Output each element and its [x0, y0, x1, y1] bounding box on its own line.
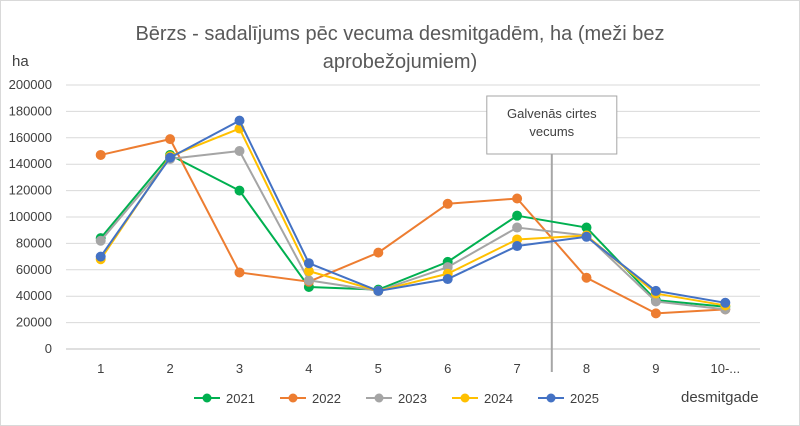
data-point-2022: [442, 198, 453, 209]
annotation-text: vecums: [529, 124, 574, 139]
x-tick-label: 10-...: [710, 361, 740, 376]
data-point-2025: [95, 251, 106, 262]
axes: 0 20000 40000 60000 80000 100000 120000 140000 1…: [9, 77, 760, 376]
data-point-2025: [234, 115, 245, 126]
x-tick-label: 8: [583, 361, 590, 376]
y-tick-label: 160000: [9, 130, 52, 145]
y-tick-label: 20000: [16, 315, 52, 330]
data-point-2025: [373, 285, 384, 296]
series-line-2023: [99, 150, 726, 311]
chart-title-line-2: aprobežojumiem): [323, 51, 478, 73]
x-tick-label: 2: [166, 361, 173, 376]
legend-label-2025: 2025: [570, 391, 599, 406]
legend-marker-2025: [546, 393, 556, 403]
data-point-2022: [165, 134, 176, 145]
y-tick-label: 200000: [9, 77, 52, 92]
y-tick-label: 100000: [9, 209, 52, 224]
legend-marker-2024: [460, 393, 470, 403]
y-axis-unit-label: ha: [12, 53, 29, 70]
y-tick-label: 180000: [9, 103, 52, 118]
gridlines: [66, 84, 760, 324]
y-tick-label: 60000: [16, 262, 52, 277]
data-point-2025: [303, 258, 314, 269]
annotation-box: [486, 95, 618, 155]
x-tick-label: 5: [375, 361, 382, 376]
data-point-2023: [303, 275, 314, 286]
data-point-2025: [165, 152, 176, 163]
data-point-2025: [512, 241, 523, 252]
legend-label-2023: 2023: [398, 391, 427, 406]
series: [95, 115, 731, 319]
data-point-2025: [442, 274, 453, 285]
data-point-2025: [581, 231, 592, 242]
data-point-2023: [234, 146, 245, 156]
data-point-2021: [512, 210, 523, 221]
y-tick-label: 40000: [16, 288, 52, 303]
legend: 2021 2022 2023 2024 2025: [194, 391, 599, 406]
x-tick-label: 9: [652, 361, 659, 376]
x-tick-label: 6: [444, 361, 451, 376]
data-point-2025: [650, 285, 661, 296]
chart-title-line-1: Bērzs - sadalījums pēc vecuma desmitgadē…: [135, 23, 664, 45]
x-tick-label: 3: [236, 361, 243, 376]
x-tick-label: 4: [305, 361, 312, 376]
y-tick-label: 140000: [9, 156, 52, 171]
data-point-2023: [512, 222, 523, 233]
legend-label-2021: 2021: [226, 391, 255, 406]
annotation-text: Galvenās cirtes: [507, 106, 597, 121]
legend-marker-2022: [288, 393, 298, 403]
data-point-2023: [95, 235, 106, 246]
x-axis-label: desmitgade: [681, 389, 759, 406]
y-tick-label: 80000: [16, 235, 52, 250]
legend-marker-2021: [202, 393, 212, 403]
data-point-2025: [720, 297, 731, 308]
series-line-2022: [100, 138, 726, 315]
annotation: Galvenās cirtes vecums: [486, 95, 618, 372]
x-tick-label: 7: [513, 361, 520, 376]
series-line-2025: [99, 119, 726, 304]
legend-label-2024: 2024: [484, 391, 513, 406]
y-tick-label: 0: [45, 341, 52, 356]
data-point-2022: [650, 308, 661, 319]
y-tick-label: 120000: [9, 183, 52, 198]
data-point-2021: [234, 185, 245, 196]
data-point-2022: [512, 193, 523, 204]
legend-label-2022: 2022: [312, 391, 341, 406]
x-tick-label: 1: [97, 361, 104, 376]
data-point-2022: [581, 272, 592, 283]
data-point-2022: [373, 247, 384, 258]
data-point-2022: [234, 267, 245, 278]
data-point-2022: [95, 149, 106, 160]
legend-marker-2023: [374, 393, 384, 403]
